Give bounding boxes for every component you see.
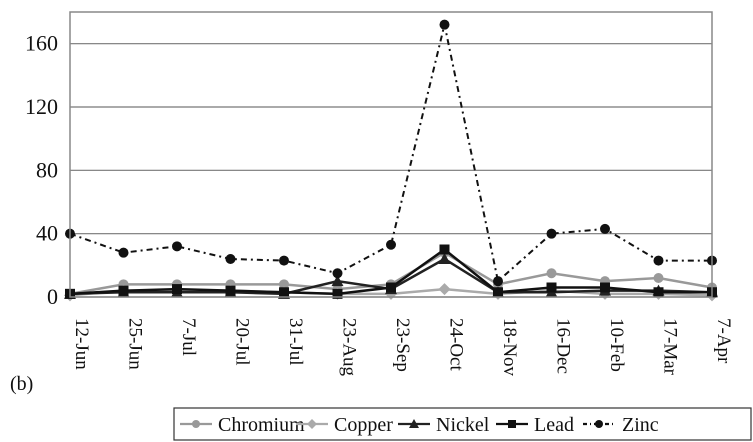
point-zinc-23-Sep	[386, 239, 396, 250]
plot-frame	[69, 11, 713, 298]
point-lead-23-Aug	[332, 288, 343, 299]
x-tick-label-17-Mar: 17-Mar	[660, 318, 681, 376]
point-copper-24-Oct	[438, 283, 451, 296]
y-axis-ticks: 0 40 80 120 160	[25, 31, 58, 309]
point-nickel-24-Oct	[438, 253, 451, 264]
point-lead-20-Jul	[225, 285, 236, 296]
point-zinc-31-Jul	[279, 255, 289, 266]
legend-entry-nickel: Nickel	[398, 414, 490, 436]
y-tick-label-160: 160	[25, 31, 58, 56]
x-tick-label-7-Jul: 7-Jul	[178, 318, 199, 356]
x-tick-label-7-Apr: 7-Apr	[713, 318, 734, 364]
legend: Chromium Copper Nickel Lead Zinc	[173, 407, 752, 441]
point-zinc-10-Feb	[600, 223, 610, 234]
point-zinc-23-Aug	[332, 268, 343, 279]
legend-marker-nickel	[409, 419, 419, 428]
legend-box	[173, 407, 752, 441]
legend-marker-zinc	[595, 420, 603, 428]
x-tick-label-16-Dec: 16-Dec	[553, 318, 574, 374]
point-lead-24-Oct	[439, 244, 450, 255]
point-lead-16-Dec	[546, 282, 557, 293]
point-chromium-17-Mar	[653, 273, 664, 283]
point-zinc-18-Nov	[493, 276, 503, 287]
legend-label-chromium: Chromium	[218, 414, 305, 436]
x-tick-label-12-Jun: 12-Jun	[71, 318, 92, 370]
legend-label-nickel: Nickel	[436, 414, 490, 436]
y-tick-label-0: 0	[47, 284, 58, 309]
x-tick-label-10-Feb: 10-Feb	[606, 318, 627, 372]
legend-marker-copper	[307, 419, 317, 429]
x-tick-label-23-Sep: 23-Sep	[392, 318, 413, 372]
legend-label-copper: Copper	[334, 414, 393, 436]
point-lead-7-Jul	[172, 284, 182, 295]
point-zinc-25-Jun	[118, 247, 129, 258]
panel-label: (b)	[10, 373, 33, 395]
x-tick-label-25-Jun: 25-Jun	[125, 318, 146, 370]
series-layer	[64, 19, 718, 302]
point-lead-31-Jul	[279, 287, 289, 298]
x-tick-label-31-Jul: 31-Jul	[285, 318, 306, 366]
x-axis-labels: 12-Jun 25-Jun 7-Jul 20-Jul 31-Jul 23-Aug 23-Se…	[71, 318, 734, 377]
legend-entry-chromium: Chromium	[180, 414, 305, 436]
point-chromium-31-Jul	[279, 279, 289, 290]
point-zinc-7-Jul	[172, 241, 182, 252]
point-zinc-16-Dec	[546, 228, 557, 239]
point-lead-18-Nov	[493, 287, 503, 298]
x-tick-label-18-Nov: 18-Nov	[499, 318, 520, 377]
legend-label-zinc: Zinc	[622, 414, 659, 436]
y-tick-label-40: 40	[36, 221, 58, 246]
point-zinc-17-Mar	[653, 255, 664, 266]
gridlines	[70, 43, 712, 298]
series-zinc	[65, 19, 717, 287]
point-lead-17-Mar	[653, 287, 664, 298]
legend-entry-copper: Copper	[296, 414, 393, 436]
legend-entry-zinc: Zinc	[583, 414, 659, 436]
x-tick-label-23-Aug: 23-Aug	[339, 318, 360, 377]
x-tick-label-24-Oct: 24-Oct	[446, 318, 467, 371]
point-zinc-20-Jul	[225, 254, 236, 264]
point-lead-10-Feb	[600, 282, 610, 293]
point-lead-23-Sep	[386, 282, 396, 293]
point-zinc-24-Oct	[439, 19, 450, 30]
point-lead-25-Jun	[118, 285, 129, 296]
y-tick-label-120: 120	[25, 94, 58, 119]
legend-label-lead: Lead	[534, 414, 574, 436]
y-tick-label-80: 80	[36, 157, 58, 182]
x-tick-label-20-Jul: 20-Jul	[232, 318, 253, 366]
legend-marker-chromium	[192, 420, 200, 428]
legend-marker-lead	[508, 420, 516, 428]
point-nickel-23-Aug	[331, 275, 344, 287]
point-chromium-16-Dec	[546, 268, 557, 279]
legend-entry-lead: Lead	[496, 414, 574, 436]
